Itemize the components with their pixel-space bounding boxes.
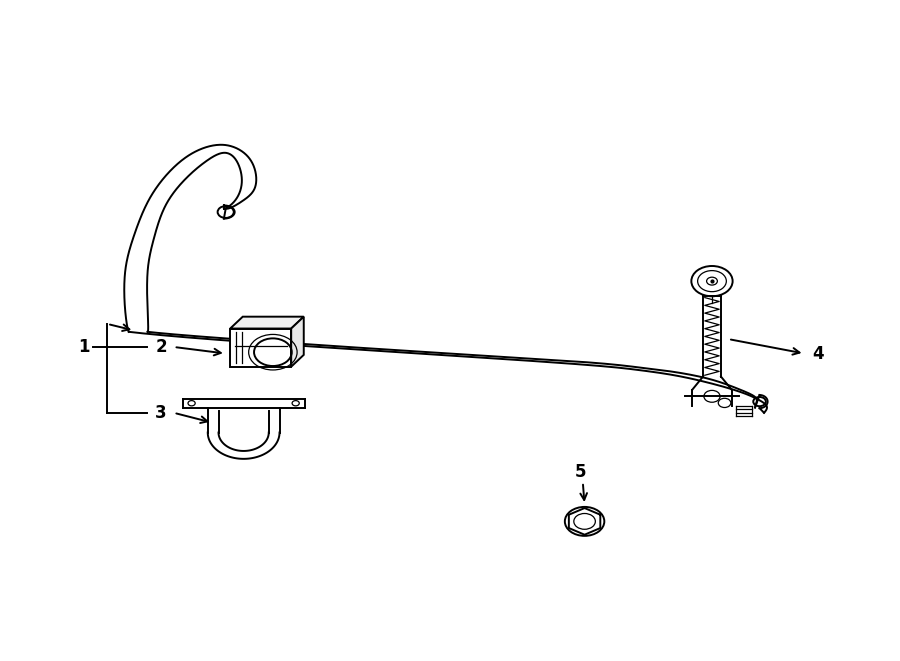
- Text: 5: 5: [574, 463, 586, 481]
- Polygon shape: [292, 317, 304, 367]
- Bar: [230, 329, 292, 367]
- Text: 4: 4: [812, 344, 824, 362]
- Text: 3: 3: [156, 404, 166, 422]
- Text: 1: 1: [78, 338, 90, 356]
- Polygon shape: [230, 317, 304, 329]
- Text: 2: 2: [156, 338, 166, 356]
